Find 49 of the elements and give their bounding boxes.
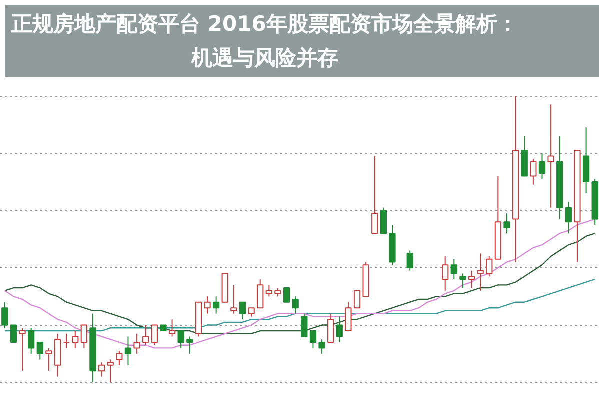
- candlestick: [565, 202, 572, 234]
- candlestick: [372, 156, 378, 234]
- candlestick: [10, 324, 18, 343]
- candlestick: [292, 296, 299, 314]
- candlestick: [450, 258, 458, 280]
- candlestick: [204, 296, 211, 314]
- candlestick: [134, 333, 140, 354]
- candlestick: [257, 278, 264, 309]
- candlestick: [504, 213, 510, 234]
- candlestick: [168, 319, 176, 338]
- candlestick: [266, 284, 272, 298]
- chart-title: 正规房地产配资平台 2016年股票配资市场全景解析：机遇与风险并存: [10, 11, 520, 72]
- candlestick: [442, 256, 449, 292]
- candlestick: [72, 330, 79, 349]
- candlestick: [239, 302, 246, 320]
- candlestick: [336, 316, 343, 343]
- candlestick: [107, 359, 114, 384]
- candlestick: [318, 339, 326, 354]
- candlestick: [63, 333, 70, 349]
- candlestick: [46, 348, 52, 372]
- candlestick: [345, 302, 352, 332]
- candlestick: [151, 324, 158, 346]
- candlestick: [538, 152, 546, 180]
- candlestick: [477, 253, 484, 292]
- candlestick: [2, 302, 8, 329]
- candlestick: [460, 273, 466, 289]
- candlestick: [406, 250, 414, 272]
- candlestick: [19, 328, 26, 372]
- candlestick: [310, 330, 317, 349]
- candlestick: [98, 362, 106, 378]
- candlestick: [80, 324, 88, 349]
- candlestick: [142, 324, 150, 346]
- candlestick: [328, 313, 334, 343]
- candlestick: [380, 207, 388, 234]
- candlestick: [486, 256, 493, 278]
- candlestick: [124, 336, 132, 366]
- candlestick: [36, 342, 44, 360]
- candlestick: [468, 270, 476, 289]
- candlestick: [178, 330, 184, 349]
- candlestick: [212, 296, 220, 314]
- candlestick: [28, 328, 35, 354]
- candlestick: [283, 288, 290, 303]
- candlestick: [301, 313, 308, 338]
- candlestick: [548, 104, 554, 208]
- candlestick: [354, 290, 361, 309]
- candlestick: [116, 350, 123, 366]
- candlestick: [230, 284, 238, 314]
- candlestick: [530, 158, 537, 186]
- candlestick: [186, 336, 194, 354]
